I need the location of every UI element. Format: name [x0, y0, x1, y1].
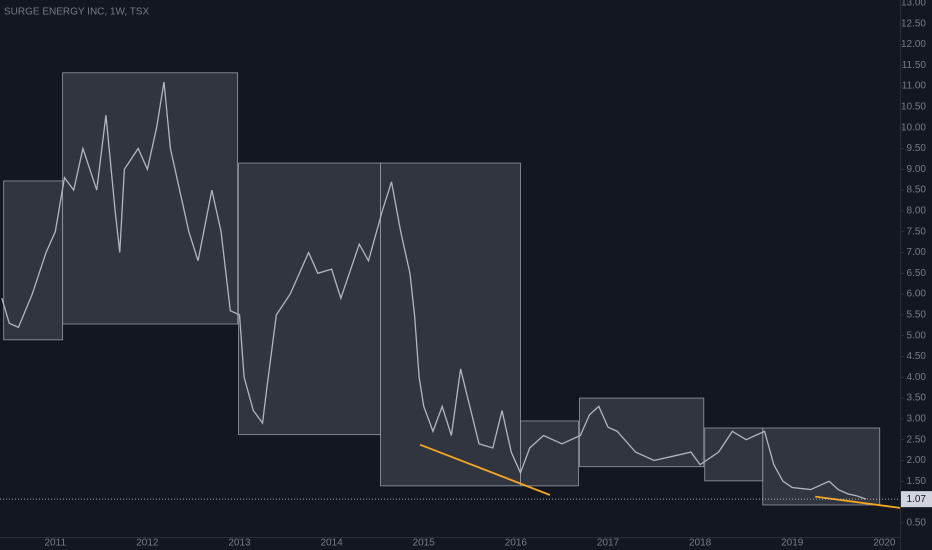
- range-box: [579, 397, 705, 468]
- y-tick-label: 3.00: [907, 414, 927, 425]
- x-tick-label: 2015: [413, 538, 436, 549]
- y-tick-label: 12.50: [901, 18, 926, 29]
- x-tick-label: 2011: [45, 538, 67, 549]
- y-tick-label: 4.50: [907, 351, 927, 362]
- range-box: [380, 162, 521, 487]
- y-tick-label: 12.00: [901, 39, 926, 50]
- y-tick-label: 8.50: [907, 185, 927, 196]
- y-tick-label: 10.00: [901, 122, 926, 133]
- y-tick-label: 13.00: [901, 0, 926, 9]
- y-tick-label: 2.50: [907, 434, 927, 445]
- y-tick-label: 3.50: [907, 393, 927, 404]
- y-tick-label: 7.50: [907, 226, 927, 237]
- y-tick-label: 11.50: [902, 60, 927, 71]
- y-tick-label: 9.00: [907, 164, 927, 175]
- y-tick-label: 7.00: [907, 247, 927, 258]
- last-price-tag: [901, 491, 932, 508]
- y-tick-label: 11.00: [902, 81, 927, 92]
- y-tick-label: 6.00: [907, 289, 927, 300]
- y-tick-label: 6.50: [907, 268, 927, 279]
- x-tick-label: 2020: [873, 538, 896, 549]
- x-tick-label: 2014: [321, 538, 344, 549]
- y-tick-label: 5.00: [907, 330, 927, 341]
- chart-title: SURGE ENERGY INC, 1W, TSX: [4, 7, 150, 18]
- y-tick-label: 5.50: [907, 310, 927, 321]
- range-box: [238, 162, 381, 436]
- x-tick-label: 2017: [597, 538, 620, 549]
- x-tick-label: 2019: [781, 538, 804, 549]
- trend-line: [815, 495, 901, 509]
- x-tick-label: 2012: [136, 538, 159, 549]
- trend-line: [419, 443, 551, 496]
- y-tick-label: 1.50: [907, 476, 927, 487]
- range-box: [62, 72, 239, 325]
- x-tick-label: 2013: [228, 538, 251, 549]
- y-tick-label: 2.00: [907, 455, 927, 466]
- range-box: [762, 427, 881, 506]
- x-tick-label: 2018: [689, 538, 712, 549]
- y-tick-label: 8.00: [907, 206, 927, 217]
- y-tick-label: 9.50: [907, 143, 927, 154]
- y-tick-label: 0.50: [907, 517, 927, 528]
- range-box: [3, 180, 64, 341]
- price-line: [1, 81, 867, 500]
- last-price-label: 1.07: [907, 494, 927, 505]
- y-tick-label: 4.00: [907, 372, 927, 383]
- y-tick-label: 10.50: [901, 102, 926, 113]
- range-box: [520, 420, 579, 487]
- x-tick-label: 2016: [505, 538, 528, 549]
